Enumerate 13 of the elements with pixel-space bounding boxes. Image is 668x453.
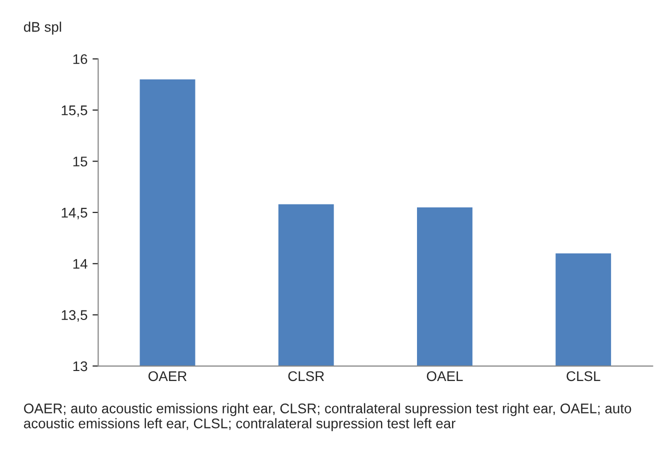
x-tick-label: OAEL — [426, 371, 463, 382]
x-tick-label: CLSL — [566, 371, 600, 382]
y-tick-label: 13,5 — [62, 310, 88, 322]
y-tick-label: 15 — [73, 156, 88, 166]
x-tick-label: CLSR — [288, 371, 324, 382]
y-tick-label: 14,5 — [62, 208, 88, 220]
y-tick-label: 16 — [73, 54, 88, 64]
text: OAER; auto acoustic emissions right ear, CLSR; contralateral supression test right ear, OAEL; auto acoustic emissions left ear, CLSL; contralateral supression test left ear — [24, 403, 632, 432]
y-tick-label: 14 — [73, 259, 88, 269]
y-axis-title: dB spl — [24, 22, 62, 35]
y-tick-label: 13 — [73, 361, 88, 372]
x-tick-label: OAER — [148, 371, 187, 382]
y-tick-label: 15,5 — [62, 106, 88, 117]
